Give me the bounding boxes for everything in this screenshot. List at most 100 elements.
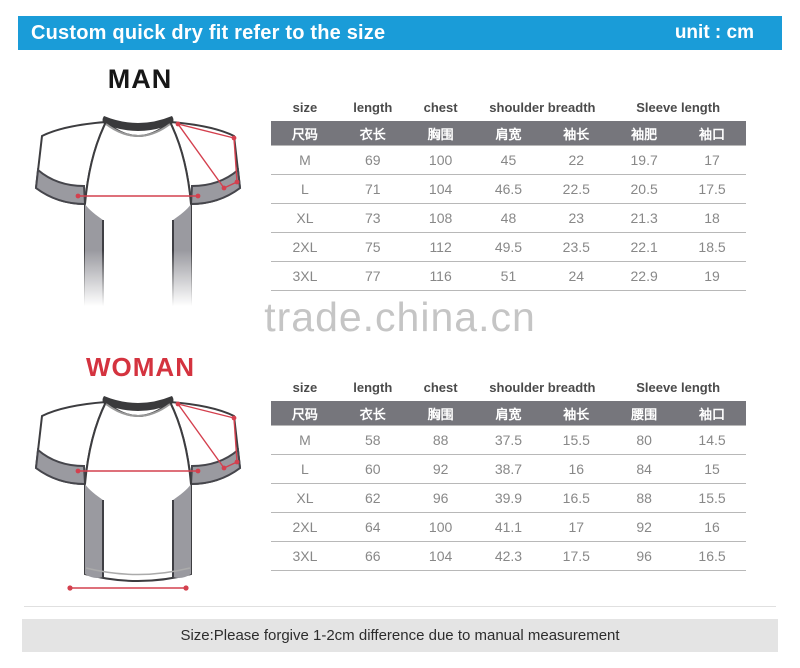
value-cell: 18.5 — [678, 232, 746, 262]
value-cell: 104 — [406, 541, 475, 571]
woman-tshirt-illustration — [34, 396, 242, 591]
size-table-row: L 60 92 38.7 16 84 15 — [271, 454, 746, 484]
column-header-cn: 袖肥 — [610, 121, 679, 146]
value-cell: 14.5 — [678, 425, 746, 455]
value-cell: 15 — [678, 454, 746, 484]
value-cell: 16 — [542, 454, 611, 484]
value-cell: 18 — [678, 203, 746, 233]
value-cell: 17.5 — [678, 174, 746, 204]
man-size-table: size length chest shoulder breadth Sleeve le… — [271, 98, 746, 291]
size-cell: 3XL — [271, 261, 339, 291]
chinese-header-row: 尺码 衣长 胸围 肩宽 袖长 腰围 袖口 — [271, 401, 746, 426]
value-cell: 104 — [406, 174, 475, 204]
column-header-cn: 肩宽 — [474, 121, 543, 146]
column-header-cn: 尺码 — [271, 121, 339, 146]
size-cell: L — [271, 174, 339, 204]
value-cell: 24 — [542, 261, 611, 291]
value-cell: 64 — [338, 512, 407, 542]
watermark-text: trade.china.cn — [264, 294, 536, 340]
value-cell: 96 — [406, 483, 475, 513]
column-header-cn: 袖长 — [542, 121, 611, 146]
size-cell: L — [271, 454, 339, 484]
man-shirt-fade — [18, 250, 260, 328]
value-cell: 39.9 — [474, 483, 543, 513]
value-cell: 69 — [338, 145, 407, 175]
size-table-row: L 71 104 46.5 22.5 20.5 17.5 — [271, 174, 746, 204]
column-header-cn: 肩宽 — [474, 401, 543, 426]
value-cell: 20.5 — [610, 174, 679, 204]
value-cell: 92 — [406, 454, 475, 484]
unit-label: unit : cm — [674, 22, 754, 43]
value-cell: 92 — [610, 512, 679, 542]
value-cell: 80 — [610, 425, 679, 455]
value-cell: 41.1 — [474, 512, 543, 542]
size-table-row: XL 62 96 39.9 16.5 88 15.5 — [271, 483, 746, 513]
column-header-en: size — [292, 380, 318, 395]
column-header-en: length — [353, 100, 393, 115]
column-header-cn: 袖口 — [678, 401, 746, 426]
size-cell: 2XL — [271, 512, 339, 542]
value-cell: 49.5 — [474, 232, 543, 262]
size-cell: XL — [271, 483, 339, 513]
value-cell: 37.5 — [474, 425, 543, 455]
size-table-row: 2XL 64 100 41.1 17 92 16 — [271, 512, 746, 542]
value-cell: 84 — [610, 454, 679, 484]
column-header-en: shoulder breadth — [489, 100, 596, 115]
column-header-cn: 腰围 — [610, 401, 679, 426]
value-cell: 96 — [610, 541, 679, 571]
column-header-en: Sleeve length — [636, 100, 721, 115]
measurement-lines — [78, 123, 238, 197]
column-header-cn: 袖长 — [542, 401, 611, 426]
value-cell: 75 — [338, 232, 407, 262]
value-cell: 16.5 — [542, 483, 611, 513]
value-cell: 100 — [406, 512, 475, 542]
size-table-row: M 69 100 45 22 19.7 17 — [271, 145, 746, 175]
value-cell: 22.5 — [542, 174, 611, 204]
measurement-lines — [70, 403, 238, 589]
footer-note: Size:Please forgive 1-2cm difference due… — [180, 627, 620, 644]
value-cell: 45 — [474, 145, 543, 175]
value-cell: 66 — [338, 541, 407, 571]
column-header-cn: 袖口 — [678, 121, 746, 146]
column-header-en: length — [353, 380, 393, 395]
value-cell: 19.7 — [610, 145, 679, 175]
value-cell: 88 — [406, 425, 475, 455]
column-header-en: shoulder breadth — [489, 380, 596, 395]
value-cell: 60 — [338, 454, 407, 484]
value-cell: 73 — [338, 203, 407, 233]
column-header-en: size — [292, 100, 318, 115]
value-cell: 22.9 — [610, 261, 679, 291]
value-cell: 23 — [542, 203, 611, 233]
value-cell: 21.3 — [610, 203, 679, 233]
column-header-en: Sleeve length — [636, 380, 721, 395]
size-table-row: M 58 88 37.5 15.5 80 14.5 — [271, 425, 746, 455]
value-cell: 62 — [338, 483, 407, 513]
size-cell: XL — [271, 203, 339, 233]
column-header-en: chest — [423, 100, 458, 115]
column-header-cn: 衣长 — [338, 121, 407, 146]
value-cell: 42.3 — [474, 541, 543, 571]
column-header-cn: 胸围 — [406, 121, 475, 146]
english-header-row: size length chest shoulder breadth Sleeve le… — [271, 98, 746, 121]
chinese-header-row: 尺码 衣长 胸围 肩宽 袖长 袖肥 袖口 — [271, 121, 746, 146]
column-header-en: chest — [423, 380, 458, 395]
size-table-row: 2XL 75 112 49.5 23.5 22.1 18.5 — [271, 232, 746, 262]
man-section-heading: MAN — [107, 64, 173, 94]
english-header-row: size length chest shoulder breadth Sleeve le… — [271, 378, 746, 401]
value-cell: 16.5 — [678, 541, 746, 571]
footer-note-bar: Size:Please forgive 1-2cm difference due… — [22, 619, 778, 652]
value-cell: 116 — [406, 261, 475, 291]
size-table-row: XL 73 108 48 23 21.3 18 — [271, 203, 746, 233]
value-cell: 48 — [474, 203, 543, 233]
woman-section-heading: WOMAN — [86, 352, 195, 382]
size-table-row: 3XL 77 116 51 24 22.9 19 — [271, 261, 746, 291]
value-cell: 15.5 — [678, 483, 746, 513]
banner-title: Custom quick dry fit refer to the size — [31, 21, 386, 44]
footer-divider — [24, 606, 776, 607]
value-cell: 88 — [610, 483, 679, 513]
value-cell: 46.5 — [474, 174, 543, 204]
value-cell: 22.1 — [610, 232, 679, 262]
value-cell: 58 — [338, 425, 407, 455]
value-cell: 16 — [678, 512, 746, 542]
value-cell: 17 — [542, 512, 611, 542]
